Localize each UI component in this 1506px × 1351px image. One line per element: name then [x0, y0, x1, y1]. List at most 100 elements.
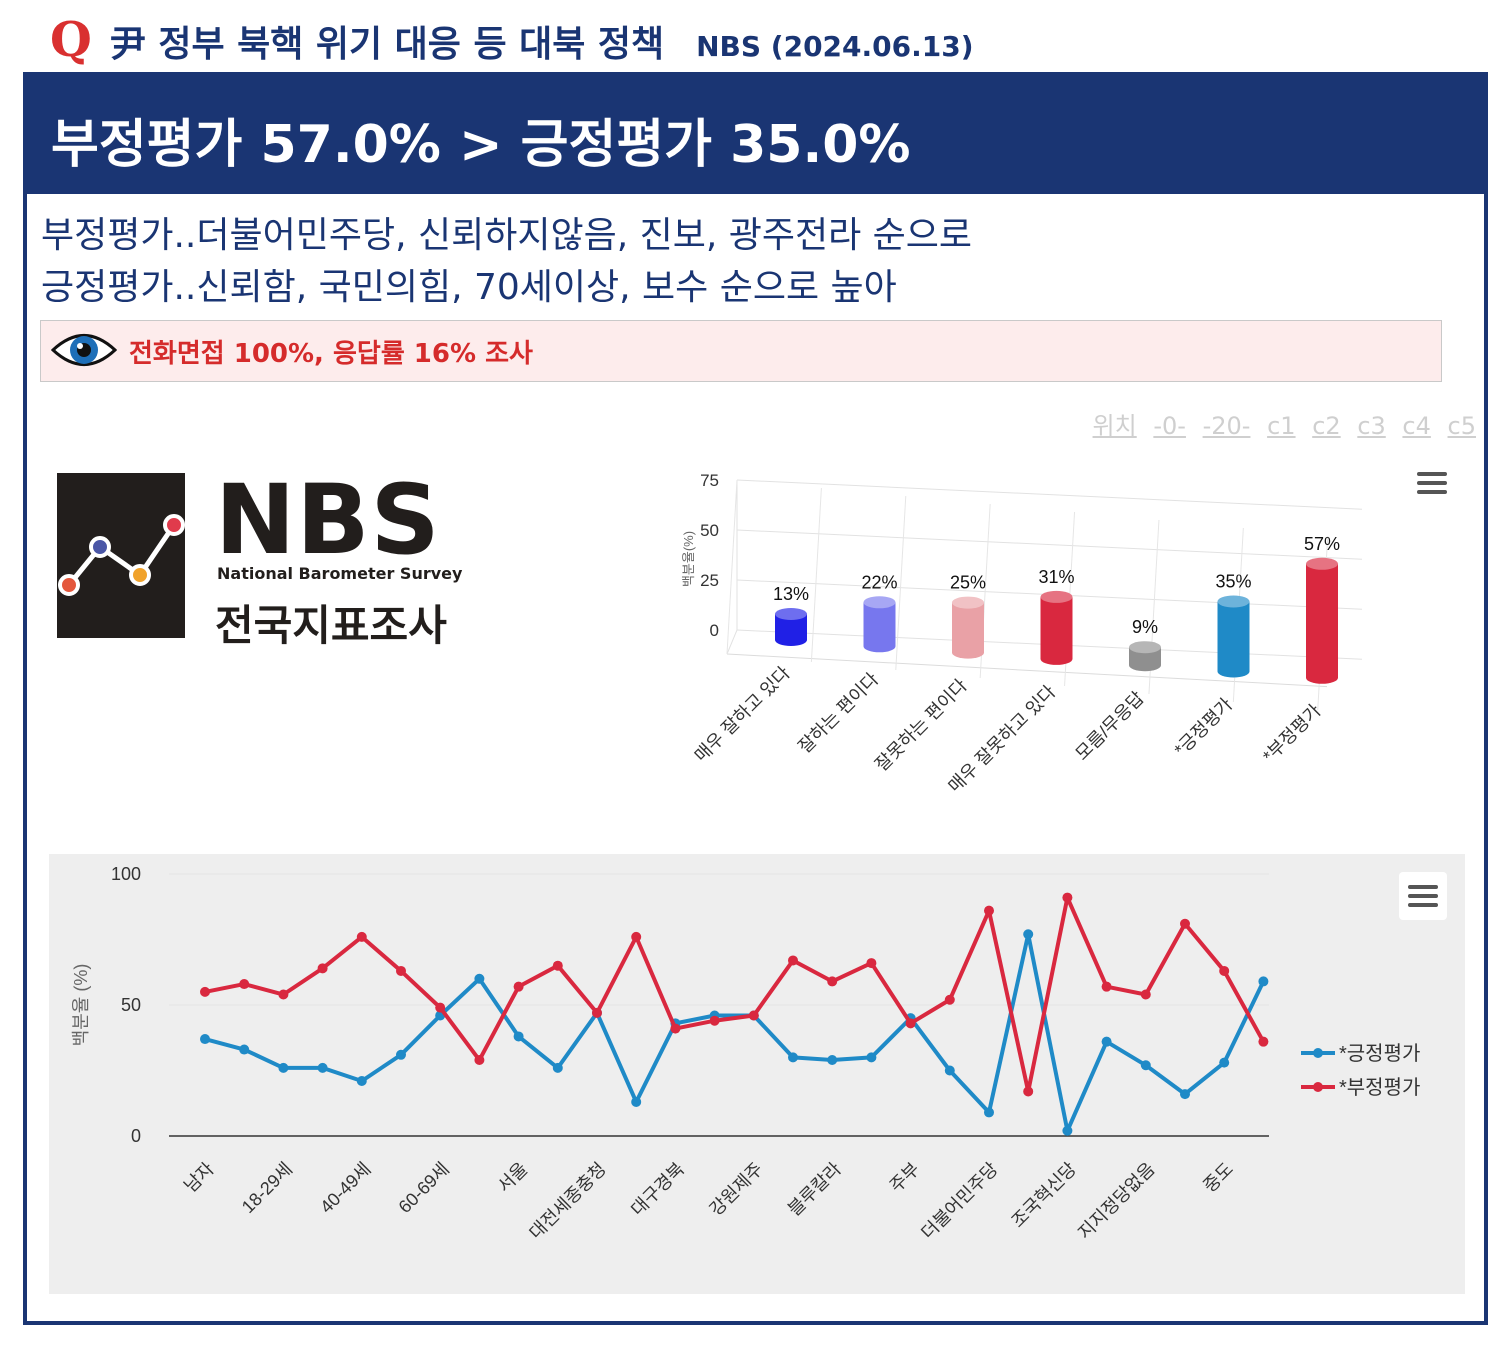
- bar-category-grid-line: [895, 495, 907, 671]
- bar-wall-edge: [726, 629, 738, 655]
- eye-icon: [51, 334, 117, 366]
- line-y-tick-label: 0: [131, 1126, 141, 1146]
- notice-text: 전화면접 100%, 응답률 16% 조사: [129, 339, 533, 369]
- page-title: 尹 정부 북핵 위기 대응 등 대북 정책: [109, 24, 665, 65]
- trend-graph-icon: [58, 514, 185, 596]
- line-chart-menu-button[interactable]: [1399, 872, 1447, 920]
- position-label: 위치: [1092, 412, 1137, 440]
- position-link-c3[interactable]: c3: [1357, 412, 1386, 440]
- line-series-2: [204, 895, 1266, 1094]
- bar-category-label: 모름/무응답: [1072, 688, 1148, 764]
- bar-category-label: 잘못하는 편이다: [871, 675, 971, 775]
- position-links: 위치 -0- -20- c1 c2 c3 c4 c5: [1084, 406, 1476, 441]
- position-link-c4[interactable]: c4: [1402, 412, 1431, 440]
- line-y-axis-title: 백분율 (%): [71, 964, 91, 1047]
- bar-chart-menu-icon[interactable]: [1417, 472, 1447, 494]
- line-point: [1023, 929, 1034, 940]
- bar-data-label: 25%: [950, 573, 986, 593]
- bar-top-cap: [863, 596, 896, 609]
- line-point: [552, 1062, 563, 1073]
- bar-body: [1217, 601, 1250, 678]
- bar-top-cap: [1306, 557, 1338, 570]
- bar-2: [863, 596, 896, 653]
- bar-category-label: 매우 잘하고 있다: [691, 662, 794, 765]
- line-point: [984, 905, 994, 916]
- bar-data-label: 35%: [1215, 572, 1251, 592]
- line-point: [905, 1018, 916, 1029]
- line-point: [1180, 1089, 1190, 1100]
- bar-5: [1129, 641, 1161, 672]
- line-point: [866, 1052, 877, 1063]
- line-point: [1062, 1125, 1073, 1136]
- line-point: [200, 1034, 210, 1045]
- bar-category-label: *부정평가: [1259, 700, 1325, 766]
- nbs-logo-mark: [57, 473, 185, 638]
- bar-body: [775, 614, 807, 646]
- line-point: [396, 1049, 406, 1060]
- line-point: [474, 1055, 485, 1066]
- line-series-1: [204, 932, 1266, 1133]
- survey-source: NBS (2024.06.13): [696, 30, 974, 63]
- bar-top-cap: [775, 608, 807, 620]
- bar-body: [1129, 647, 1161, 672]
- line-point: [748, 1010, 759, 1021]
- position-link-0[interactable]: -0-: [1153, 412, 1186, 440]
- line-point: [709, 1015, 720, 1026]
- bar-y-tick-label: 0: [710, 621, 719, 640]
- line-point: [278, 989, 289, 1000]
- bar-data-label: 9%: [1132, 617, 1158, 637]
- logo-wordmark: NBS: [215, 464, 441, 576]
- content-frame: 부정평가 57.0% > 긍정평가 35.0% 부정평가..더불어민주당, 신뢰…: [23, 72, 1488, 1325]
- bar-y-tick-label: 50: [700, 521, 719, 540]
- line-chart-background: [49, 854, 1465, 1294]
- line-point: [670, 1023, 681, 1034]
- line-point: [317, 963, 328, 974]
- line-point: [866, 958, 877, 969]
- bar-body: [1040, 596, 1073, 665]
- line-point: [513, 1031, 524, 1042]
- bar-y-tick-label: 25: [700, 571, 719, 590]
- line-point: [1101, 1036, 1112, 1047]
- line-chart-menu-icon[interactable]: [1408, 885, 1438, 907]
- line-point: [592, 1007, 602, 1018]
- summary-line-1: 부정평가..더불어민주당, 신뢰하지않음, 진보, 광주전라 순으로: [41, 215, 972, 256]
- line-point: [944, 994, 955, 1005]
- bar-top-cap: [952, 596, 984, 609]
- bar-data-label: 57%: [1304, 534, 1340, 554]
- line-point: [1219, 1057, 1230, 1068]
- position-link-c1[interactable]: c1: [1267, 412, 1296, 440]
- bar-category-grid-line: [810, 487, 822, 663]
- bar-body: [1306, 563, 1338, 684]
- bar-body: [952, 602, 984, 659]
- bar-7: [1306, 557, 1338, 684]
- line-point: [1258, 1036, 1269, 1047]
- bar-top-cap: [1217, 595, 1250, 608]
- line-point: [1140, 1060, 1151, 1071]
- line-point: [1180, 918, 1190, 929]
- logo-english-name: National Barometer Survey: [217, 564, 463, 583]
- line-point: [1140, 989, 1151, 1000]
- line-point: [1023, 1086, 1034, 1097]
- bar-data-label: 22%: [861, 572, 897, 592]
- position-link-c2[interactable]: c2: [1312, 412, 1341, 440]
- line-point: [631, 1096, 642, 1107]
- line-point: [1219, 965, 1230, 976]
- line-point: [944, 1065, 955, 1076]
- position-link-c5[interactable]: c5: [1447, 412, 1476, 440]
- bar-data-label: 31%: [1038, 567, 1074, 587]
- line-point: [474, 973, 485, 984]
- bar-category-label: 매우 잘못하고 있다: [944, 681, 1059, 796]
- logo-korean-name: 전국지표조사: [215, 601, 447, 650]
- bar-chart: 0 25 50 75 백분율(%) 13% 매우 잘하고 있다 22% 잘하는 편이다 25% 잘못…: [681, 471, 1363, 796]
- line-point: [631, 931, 642, 942]
- position-link-20[interactable]: -20-: [1202, 412, 1251, 440]
- line-point: [356, 931, 367, 942]
- legend-marker: [1313, 1048, 1323, 1058]
- line-point: [239, 979, 250, 990]
- line-point: [513, 981, 524, 992]
- bar-top-cap: [1040, 590, 1073, 603]
- line-point: [200, 986, 210, 997]
- bar-grid-line: [736, 479, 1363, 510]
- bar-category-label: *긍정평가: [1170, 694, 1236, 760]
